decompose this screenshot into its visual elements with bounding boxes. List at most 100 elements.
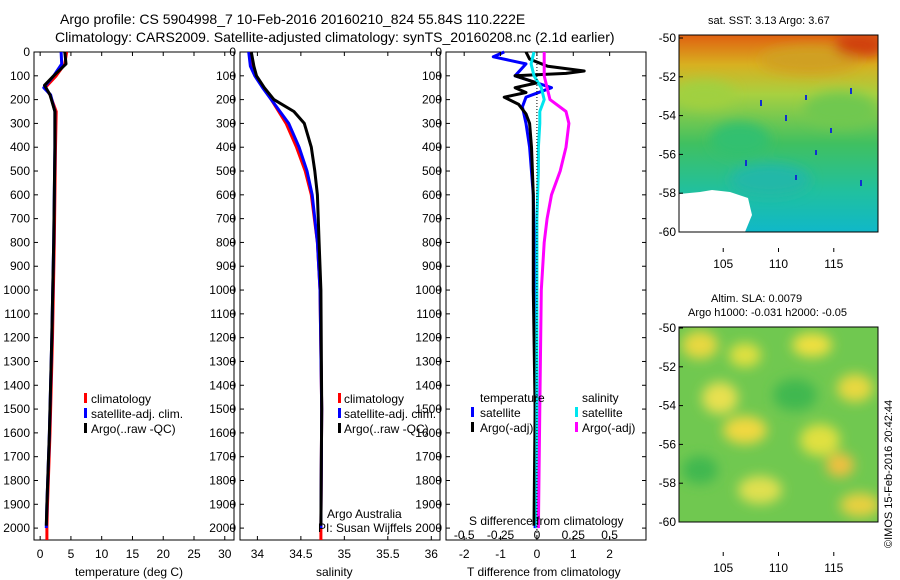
depth-tick-label: 400 bbox=[422, 140, 442, 154]
legend-label-s-argo: Argo(-adj) bbox=[582, 421, 635, 435]
depth-tick-label: 400 bbox=[216, 140, 236, 154]
sst-map-title: sat. SST: 3.13 Argo: 3.67 bbox=[708, 15, 830, 27]
legend-swatch-argo bbox=[84, 423, 87, 433]
x-tick-label: 2 bbox=[606, 547, 613, 561]
x-tick-label: 20 bbox=[157, 547, 171, 561]
x-tick-label: 34 bbox=[251, 547, 265, 561]
depth-tick-label: 500 bbox=[10, 164, 30, 178]
depth-tick-label: 1800 bbox=[415, 473, 442, 487]
depth-tick-label: 1000 bbox=[3, 283, 30, 297]
depth-tick-label: 600 bbox=[10, 188, 30, 202]
map-y-tick-label: -56 bbox=[659, 147, 677, 161]
depth-tick-label: 800 bbox=[10, 235, 30, 249]
depth-axis: 0 0 0 100 100 100 200 200 200 300 300 300 400 400 400 5… bbox=[3, 45, 646, 535]
legend-swatch-climatology bbox=[84, 393, 87, 403]
map-x-tick-label: 115 bbox=[824, 257, 843, 271]
s-diff-tick-label: -0.25 bbox=[487, 528, 515, 542]
series-line-temperature-argo-adj- bbox=[502, 51, 586, 526]
map-y-tick-label: -58 bbox=[659, 186, 677, 200]
legend-swatch-argo bbox=[338, 423, 341, 433]
series-line-argo-raw-qc- bbox=[43, 51, 68, 526]
s-difference-x-label: S difference from climatology bbox=[469, 514, 624, 528]
x-tick-label: 0 bbox=[37, 547, 44, 561]
depth-tick-label: 1900 bbox=[209, 497, 236, 511]
x-tick-label: 35 bbox=[338, 547, 352, 561]
depth-tick-label: 300 bbox=[10, 116, 30, 130]
depth-tick-label: 200 bbox=[10, 93, 30, 107]
x-tick-label: 36 bbox=[425, 547, 439, 561]
legend-label-satellite: satellite-adj. clim. bbox=[91, 407, 183, 421]
salinity-series bbox=[247, 51, 324, 540]
depth-tick-label: 200 bbox=[216, 93, 236, 107]
difference-series bbox=[491, 50, 586, 540]
difference-x-axis: -2 -1 0 1 2 bbox=[459, 52, 613, 561]
depth-tick-label: 100 bbox=[216, 69, 236, 83]
depth-tick-label: 1900 bbox=[3, 497, 30, 511]
sla-map-image bbox=[679, 327, 878, 522]
legend-swatch-s-argo bbox=[575, 422, 578, 432]
salinity-x-axis: 34 34.5 35 35.5 36 bbox=[251, 52, 439, 561]
x-tick-label: 25 bbox=[187, 547, 201, 561]
sst-map-image bbox=[679, 35, 878, 232]
series-line-argo-raw-qc- bbox=[249, 51, 324, 526]
temperature-panel-frame bbox=[33, 51, 235, 541]
depth-tick-label: 1200 bbox=[209, 331, 236, 345]
x-tick-label: 34.5 bbox=[289, 547, 313, 561]
sst-map-x-axis: 105 110 115 bbox=[713, 248, 844, 271]
legend-swatch-satellite bbox=[84, 408, 87, 418]
legend-label-t-satellite: satellite bbox=[480, 406, 521, 420]
depth-tick-label: 0 bbox=[435, 45, 442, 59]
s-diff-tick-label: 0.5 bbox=[601, 528, 618, 542]
temperature-legend: climatology satellite-adj. clim. Argo(..… bbox=[84, 392, 183, 436]
depth-tick-label: 1500 bbox=[209, 402, 236, 416]
t-difference-x-label: T difference from climatology bbox=[467, 565, 621, 579]
map-y-tick-label: -50 bbox=[659, 321, 677, 335]
depth-tick-label: 1700 bbox=[209, 450, 236, 464]
salinity-panel-frame bbox=[239, 51, 441, 541]
depth-tick-label: 1000 bbox=[415, 283, 442, 297]
temperature-series bbox=[42, 51, 69, 540]
salinity-legend: climatology satellite-adj. clim. Argo(..… bbox=[338, 392, 436, 436]
depth-tick-label: 1600 bbox=[209, 426, 236, 440]
depth-tick-label: 1300 bbox=[209, 354, 236, 368]
figure-title-line2: Climatology: CARS2009. Satellite-adjuste… bbox=[55, 29, 615, 45]
legend-swatch-satellite bbox=[338, 408, 341, 418]
legend-swatch-s-satellite bbox=[575, 407, 578, 417]
depth-tick-label: 1500 bbox=[3, 402, 30, 416]
map-x-tick-label: 105 bbox=[713, 257, 733, 271]
difference-legend: temperature satellite Argo(-adj) salinit… bbox=[471, 391, 635, 435]
map-x-tick-label: 110 bbox=[769, 257, 788, 271]
depth-tick-label: 1300 bbox=[415, 354, 442, 368]
depth-tick-label: 1000 bbox=[209, 283, 236, 297]
legend-swatch-climatology bbox=[338, 393, 341, 403]
map-y-tick-label: -52 bbox=[659, 360, 677, 374]
map-y-tick-label: -60 bbox=[659, 515, 677, 529]
legend-label-climatology: climatology bbox=[91, 392, 151, 406]
x-tick-label: 30 bbox=[218, 547, 232, 561]
depth-tick-label: 1900 bbox=[415, 497, 442, 511]
legend-label-argo: Argo(..raw -QC) bbox=[344, 422, 429, 436]
depth-tick-label: 500 bbox=[422, 164, 442, 178]
map-x-tick-label: 110 bbox=[769, 561, 788, 575]
depth-tick-label: 1300 bbox=[3, 354, 30, 368]
imos-watermark: ©IMOS 15-Feb-2016 20:42:44 bbox=[883, 400, 895, 548]
sla-map-title-line1: Altim. SLA: 0.0079 bbox=[711, 293, 802, 305]
series-line-salinity-satellite bbox=[529, 51, 546, 529]
depth-tick-label: 1100 bbox=[210, 307, 236, 321]
depth-tick-label: 100 bbox=[10, 69, 30, 83]
legend-title-temperature: temperature bbox=[480, 391, 545, 405]
s-diff-tick-label: -0.5 bbox=[454, 528, 475, 542]
depth-tick-label: 300 bbox=[216, 116, 236, 130]
legend-label-satellite: satellite-adj. clim. bbox=[344, 407, 436, 421]
depth-tick-label: 1700 bbox=[415, 450, 442, 464]
depth-tick-label: 900 bbox=[422, 259, 442, 273]
depth-tick-label: 700 bbox=[216, 212, 236, 226]
difference-panel-frame bbox=[445, 51, 647, 541]
depth-tick-label: 2000 bbox=[3, 521, 30, 535]
sst-map-frame bbox=[678, 34, 879, 233]
x-tick-label: -2 bbox=[459, 547, 470, 561]
map-y-tick-label: -60 bbox=[659, 225, 677, 239]
legend-label-climatology: climatology bbox=[344, 392, 404, 406]
x-tick-label: 15 bbox=[126, 547, 140, 561]
